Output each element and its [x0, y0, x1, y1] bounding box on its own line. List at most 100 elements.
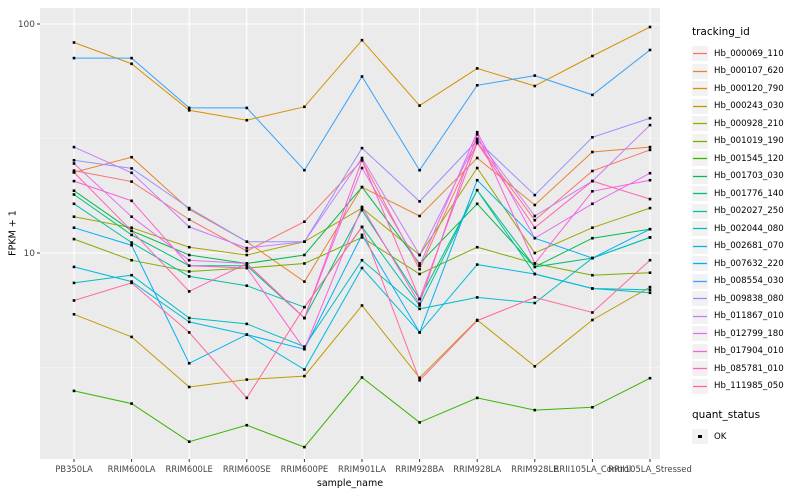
point-marker	[187, 106, 191, 110]
legend-key-icon	[692, 151, 708, 167]
point-marker	[72, 202, 76, 206]
point-marker	[360, 159, 364, 162]
point-marker	[418, 168, 421, 172]
point-marker	[591, 136, 594, 139]
point-marker	[418, 200, 421, 203]
point-marker	[303, 374, 306, 378]
legend-item-label: Hb_001703_030	[714, 171, 784, 182]
legend-item-label: Hb_002027_250	[714, 206, 784, 217]
point-marker	[72, 159, 76, 162]
point-marker	[533, 236, 537, 240]
point-marker	[591, 226, 594, 229]
point-marker	[130, 233, 133, 237]
point-marker	[648, 148, 652, 152]
point-marker	[130, 244, 133, 247]
point-marker	[475, 67, 479, 70]
point-marker	[72, 193, 76, 196]
legend-item: Hb_000069_110	[692, 45, 800, 63]
point-marker	[475, 296, 479, 299]
x-axis-title: sample_name	[316, 478, 384, 489]
point-marker	[533, 84, 537, 88]
point-marker	[72, 215, 76, 218]
point-marker	[245, 262, 249, 265]
point-marker	[475, 139, 479, 142]
point-marker	[648, 171, 652, 175]
legend-key-icon	[692, 81, 708, 97]
quant-legend-title: quant_status	[692, 409, 761, 421]
legend-item-label: Hb_000120_790	[714, 83, 784, 94]
legend-item: Hb_001703_030	[692, 168, 800, 186]
point-marker	[303, 240, 306, 243]
point-marker	[303, 280, 306, 283]
point-marker	[245, 396, 249, 400]
point-marker	[533, 365, 537, 368]
point-marker	[648, 285, 652, 289]
point-marker	[130, 280, 133, 283]
point-marker	[187, 316, 191, 320]
point-marker	[130, 226, 133, 229]
point-marker	[245, 118, 249, 122]
point-marker	[648, 48, 652, 52]
legend-title: tracking_id	[692, 26, 750, 38]
point-marker	[130, 215, 133, 218]
legend-item: Hb_001545_120	[692, 150, 800, 168]
point-marker	[591, 236, 594, 240]
point-marker	[303, 316, 306, 320]
point-marker	[418, 307, 421, 311]
point-marker	[130, 281, 133, 285]
legend-item-label: Hb_012799_180	[714, 328, 784, 339]
point-marker	[360, 208, 364, 212]
y-tick-label: 100	[18, 20, 35, 30]
legend-item-label: Hb_001776_140	[714, 188, 784, 199]
legend-panel: tracking_id Hb_000069_110 Hb_000107_620 Hb…	[692, 26, 800, 446]
legend-key-icon	[692, 326, 708, 342]
point-marker	[72, 171, 76, 174]
point-marker	[72, 265, 76, 269]
point-marker	[130, 241, 133, 244]
legend-item: Hb_002681_070	[692, 238, 800, 256]
x-tick-label: RRIM600PE	[281, 464, 329, 474]
x-tick-label: RRIM600LE	[166, 464, 213, 474]
point-marker	[245, 264, 249, 267]
legend-item-label: Hb_085781_010	[714, 363, 784, 374]
point-marker	[187, 258, 191, 262]
x-tick-label: RRIM928BA	[395, 464, 444, 474]
point-marker	[360, 38, 364, 42]
point-marker	[130, 199, 133, 203]
legend-item: Hb_002027_250	[692, 203, 800, 221]
point-marker	[591, 202, 594, 206]
legend-key-icon	[692, 63, 708, 79]
point-marker	[187, 290, 191, 293]
point-marker	[418, 297, 421, 301]
point-marker	[187, 362, 191, 365]
point-marker	[533, 408, 537, 412]
point-marker	[418, 421, 421, 424]
point-marker	[360, 376, 364, 379]
point-marker	[591, 190, 594, 193]
legend-key-icon	[692, 238, 708, 254]
point-marker	[72, 189, 76, 192]
point-marker	[303, 347, 306, 351]
point-marker	[130, 171, 133, 175]
point-marker	[533, 301, 537, 305]
point-marker	[648, 206, 652, 210]
point-marker	[591, 287, 594, 290]
point-marker	[360, 233, 364, 237]
point-marker	[187, 253, 191, 257]
point-marker	[130, 402, 133, 405]
point-marker	[130, 335, 133, 339]
point-marker	[475, 245, 479, 249]
point-marker	[648, 291, 652, 295]
legend-key-icon	[692, 273, 708, 289]
legend-item-label: Hb_000107_620	[714, 66, 784, 77]
point-marker	[475, 263, 479, 266]
point-marker	[187, 275, 191, 278]
legend-key-icon	[692, 133, 708, 149]
point-marker	[130, 62, 133, 66]
legend-key-icon	[692, 46, 708, 62]
point-marker	[303, 445, 306, 449]
point-marker	[303, 305, 306, 309]
point-marker	[245, 246, 249, 250]
point-marker	[591, 179, 594, 183]
legend-item: Hb_000243_030	[692, 98, 800, 116]
